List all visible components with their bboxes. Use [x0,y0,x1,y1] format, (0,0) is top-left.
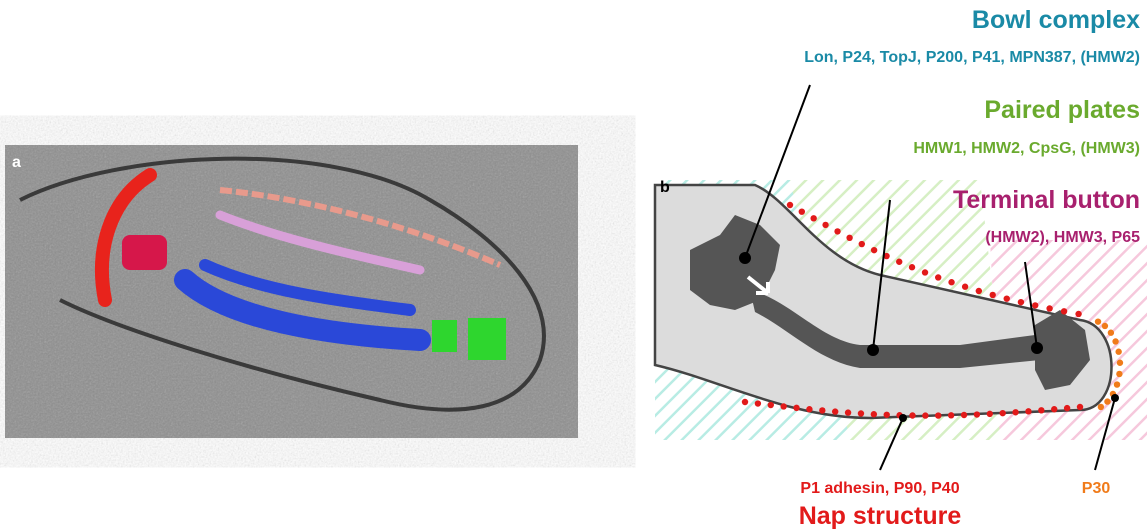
nap-dot [948,412,954,418]
nap-dot [846,235,852,241]
button-green-1 [432,320,457,352]
nap-dot [787,202,793,208]
nap-dot [896,259,902,265]
nap-dot [909,264,915,270]
nap-dot [935,412,941,418]
nap-dot [976,288,982,294]
nap-dot [1077,404,1083,410]
nap-dot [961,412,967,418]
nap-dot [962,284,968,290]
nap-dot [1046,305,1052,311]
nap-dot [832,408,838,414]
nap-dot [768,402,774,408]
nap-dot [1114,381,1120,387]
nap-dot [999,410,1005,416]
button-green-2 [468,318,506,360]
nap-dot [793,405,799,411]
nap-dot [819,407,825,413]
nap-dot [858,410,864,416]
nap-dot [799,208,805,214]
nap-dot [1032,302,1038,308]
nap-dot [935,274,941,280]
nap-dot [1116,371,1122,377]
nap-dot [742,399,748,405]
nap-dot [1102,323,1108,329]
annotation-proteins: HMW1, HMW2, CpsG, (HMW3) [913,140,1140,157]
nap-dot [1018,299,1024,305]
nap-dot [948,279,954,285]
nap-dot [806,406,812,412]
nap-dot [909,412,915,418]
nap-dot [974,411,980,417]
nap-dot [1115,349,1121,355]
figure: a b Bowl complex Lon, P24, TopJ, P200, P… [0,0,1147,531]
nap-dot [1012,409,1018,415]
nap-dot [871,411,877,417]
panel-label: b [660,179,670,196]
nap-dot [1004,295,1010,301]
panel-a: a [5,145,578,438]
nap-dot [834,228,840,234]
nap-dot [755,400,761,406]
annotation-proteins: P30 [1082,480,1111,497]
panel-label: a [12,154,21,171]
nap-dot [884,412,890,418]
annotation-title: Nap structure [799,502,962,530]
nap-dot [1117,360,1123,366]
nap-dot [845,409,851,415]
nap-dot [987,411,993,417]
nap-dot [1061,308,1067,314]
nap-dot [1051,406,1057,412]
nap-dot [1108,330,1114,336]
annotation-proteins: (HMW2), HMW3, P65 [985,229,1140,246]
nap-dot [810,215,816,221]
nap-dot [1064,405,1070,411]
nap-dot [990,292,996,298]
annotation-title: Terminal button [953,186,1140,214]
nap-dot [1098,404,1104,410]
nap-dot [922,269,928,275]
nap-dot [1075,311,1081,317]
annotation-proteins: Lon, P24, TopJ, P200, P41, MPN387, (HMW2… [804,49,1140,66]
bowl-magenta [122,235,167,270]
nap-dot [1038,407,1044,413]
nap-dot [822,222,828,228]
annotation-title: Bowl complex [972,6,1140,34]
nap-dot [1112,338,1118,344]
annotation-proteins: P1 adhesin, P90, P40 [800,480,959,497]
nap-dot [1025,408,1031,414]
nap-dot [922,412,928,418]
nap-dot [780,403,786,409]
nap-dot [1095,318,1101,324]
nap-dot [1104,398,1110,404]
nap-dot [859,241,865,247]
annotation-title: Paired plates [984,96,1140,124]
nap-dot [871,247,877,253]
